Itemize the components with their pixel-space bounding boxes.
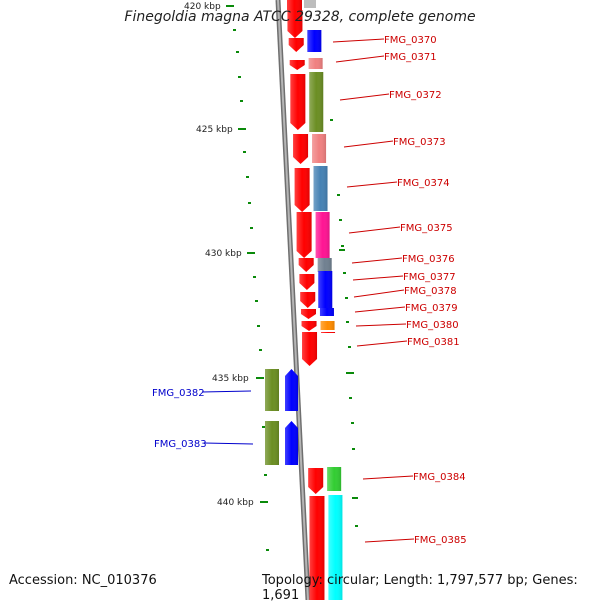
cds-arrow-shade xyxy=(289,60,305,70)
leader-line xyxy=(355,323,407,327)
gene-label-fmg_0378: FMG_0378 xyxy=(404,286,457,297)
gene-label-fmg_0373: FMG_0373 xyxy=(393,137,446,148)
gene-label-fmg_0384: FMG_0384 xyxy=(413,472,466,483)
cds-arrow-shade xyxy=(288,38,304,52)
cds-arrow-shade xyxy=(300,309,316,319)
leader-line xyxy=(364,538,415,543)
cds-arrow-shade xyxy=(298,258,314,272)
tick-scale: 420 kbp 425 kbp 430 kbp 435 kbp 440 kbp xyxy=(184,2,268,508)
genome-summary: Topology: circular; Length: 1,797,577 bp… xyxy=(262,573,578,603)
tick-dots xyxy=(233,29,358,551)
leader-line xyxy=(346,181,398,188)
feature-box-fmg_0382-shade xyxy=(265,369,279,411)
gene-label-fmg_0374: FMG_0374 xyxy=(397,178,450,189)
gene-labels: FMG_0370 FMG_0371 FMG_0372 FMG_0373 FMG_0374… xyxy=(152,35,467,546)
feature-box-fmg_0384-shade xyxy=(327,467,342,491)
leader-line xyxy=(203,442,254,445)
feature-box-fmg_0370-shade xyxy=(307,30,322,52)
leader-line xyxy=(356,340,408,347)
map-title: Finegoldia magna ATCC 29328, complete ge… xyxy=(124,9,476,25)
reverse-arrow-fmg_0382-shade xyxy=(285,369,298,411)
accession-text: Accession: NC_010376 xyxy=(9,573,157,588)
cds-arrow-shade xyxy=(287,10,303,38)
leader-line xyxy=(201,390,252,393)
reverse-arrow-fmg_0383-shade xyxy=(285,421,298,465)
cds-arrow-shade xyxy=(287,0,302,10)
gene-label-fmg_0379: FMG_0379 xyxy=(405,303,458,314)
feature-box-fmg_0375-shade xyxy=(315,212,330,258)
feature-box-top xyxy=(304,0,316,8)
gene-label-fmg_0371: FMG_0371 xyxy=(384,52,437,63)
gene-label-fmg_0375: FMG_0375 xyxy=(400,223,453,234)
leader-line xyxy=(348,226,401,234)
cds-arrow-shade xyxy=(308,468,324,494)
leader-line xyxy=(354,306,406,313)
backbone-highlight xyxy=(277,0,309,600)
leader-line xyxy=(353,289,405,298)
leader-line xyxy=(351,257,403,264)
cds-track xyxy=(287,0,325,600)
tick-label: 420 kbp xyxy=(184,2,221,12)
feature-box-fmg_0385-shade xyxy=(328,495,343,600)
cds-arrow-shade xyxy=(299,274,315,290)
feature-box-fmg_0381-shade xyxy=(321,332,336,333)
leader-line xyxy=(352,275,404,281)
cds-arrow-shade xyxy=(293,134,309,164)
cds-arrow-shade xyxy=(294,168,310,212)
feature-box-fmg_0374-shade xyxy=(313,166,328,211)
cds-arrow-shade xyxy=(309,496,325,600)
cds-arrow-shade xyxy=(290,74,306,130)
feature-box-fmg_0377-shade xyxy=(318,271,333,308)
feature-box-fmg_0372-shade xyxy=(309,72,324,132)
leader-line xyxy=(332,38,385,43)
cds-arrow-shade xyxy=(302,332,318,366)
tick-label: 425 kbp xyxy=(196,125,233,135)
gene-label-fmg_0383: FMG_0383 xyxy=(154,439,207,450)
feature-box-fmg_0378-shade xyxy=(319,308,334,316)
leader-line xyxy=(343,140,394,148)
gene-label-fmg_0377: FMG_0377 xyxy=(403,272,456,283)
genome-backbone xyxy=(275,0,311,600)
gene-label-fmg_0380: FMG_0380 xyxy=(406,320,459,331)
cds-arrow-shade xyxy=(301,321,317,331)
cds-arrow-shade xyxy=(296,212,312,258)
feature-track xyxy=(265,0,343,600)
feature-box-fmg_0380-shade xyxy=(320,321,335,330)
gene-label-fmg_0372: FMG_0372 xyxy=(389,90,442,101)
cds-arrow-shade xyxy=(300,292,316,308)
gene-label-fmg_0385: FMG_0385 xyxy=(414,535,467,546)
leader-line xyxy=(335,55,385,63)
tick-label: 440 kbp xyxy=(217,498,254,508)
leader-line xyxy=(339,93,390,101)
gene-label-fmg_0382: FMG_0382 xyxy=(152,388,205,399)
leader-line xyxy=(362,475,414,480)
feature-box-fmg_0383-shade xyxy=(265,421,279,465)
tick-label: 430 kbp xyxy=(205,249,242,259)
gene-label-fmg_0370: FMG_0370 xyxy=(384,35,437,46)
feature-box-fmg_0373-shade xyxy=(312,134,327,163)
tick-label: 435 kbp xyxy=(212,374,249,384)
gene-label-fmg_0376: FMG_0376 xyxy=(402,254,455,265)
feature-box-fmg_0371-shade xyxy=(308,58,323,69)
gene-label-fmg_0381: FMG_0381 xyxy=(407,337,460,348)
feature-box-fmg_0376-shade xyxy=(317,258,332,272)
